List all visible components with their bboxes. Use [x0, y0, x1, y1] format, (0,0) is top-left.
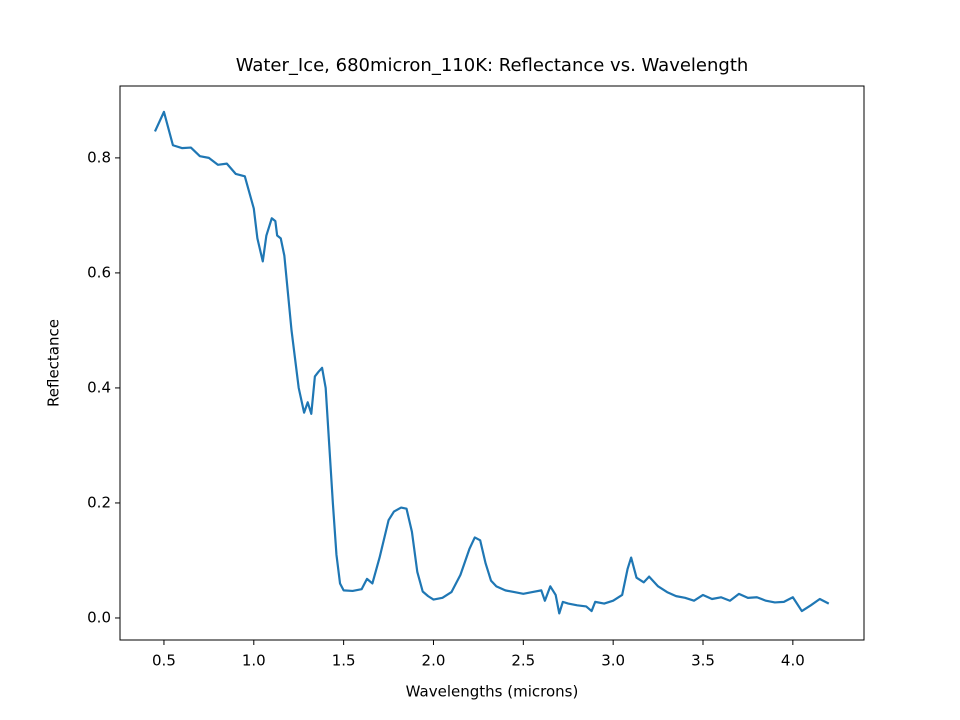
x-axis-label: Wavelengths (microns) — [406, 683, 579, 701]
x-tick-label: 1.5 — [332, 652, 356, 670]
x-tick-label: 0.5 — [152, 652, 176, 670]
x-tick-label: 4.0 — [781, 652, 805, 670]
x-tick-label: 1.0 — [242, 652, 266, 670]
y-tick-label: 0.0 — [87, 608, 111, 626]
x-tick-label: 2.5 — [511, 652, 535, 670]
y-axis-label: Reflectance — [45, 319, 63, 407]
y-tick-label: 0.4 — [87, 378, 111, 396]
y-tick-label: 0.6 — [87, 263, 111, 281]
plot-frame — [119, 85, 865, 641]
y-tick-label: 0.2 — [87, 493, 111, 511]
x-tick-label: 2.0 — [422, 652, 446, 670]
chart-title: Water_Ice, 680micron_110K: Reflectance v… — [236, 55, 749, 76]
x-tick-label: 3.5 — [691, 652, 715, 670]
line-series — [153, 110, 830, 615]
x-tick-label: 3.0 — [601, 652, 625, 670]
y-tick-label: 0.8 — [87, 148, 111, 166]
